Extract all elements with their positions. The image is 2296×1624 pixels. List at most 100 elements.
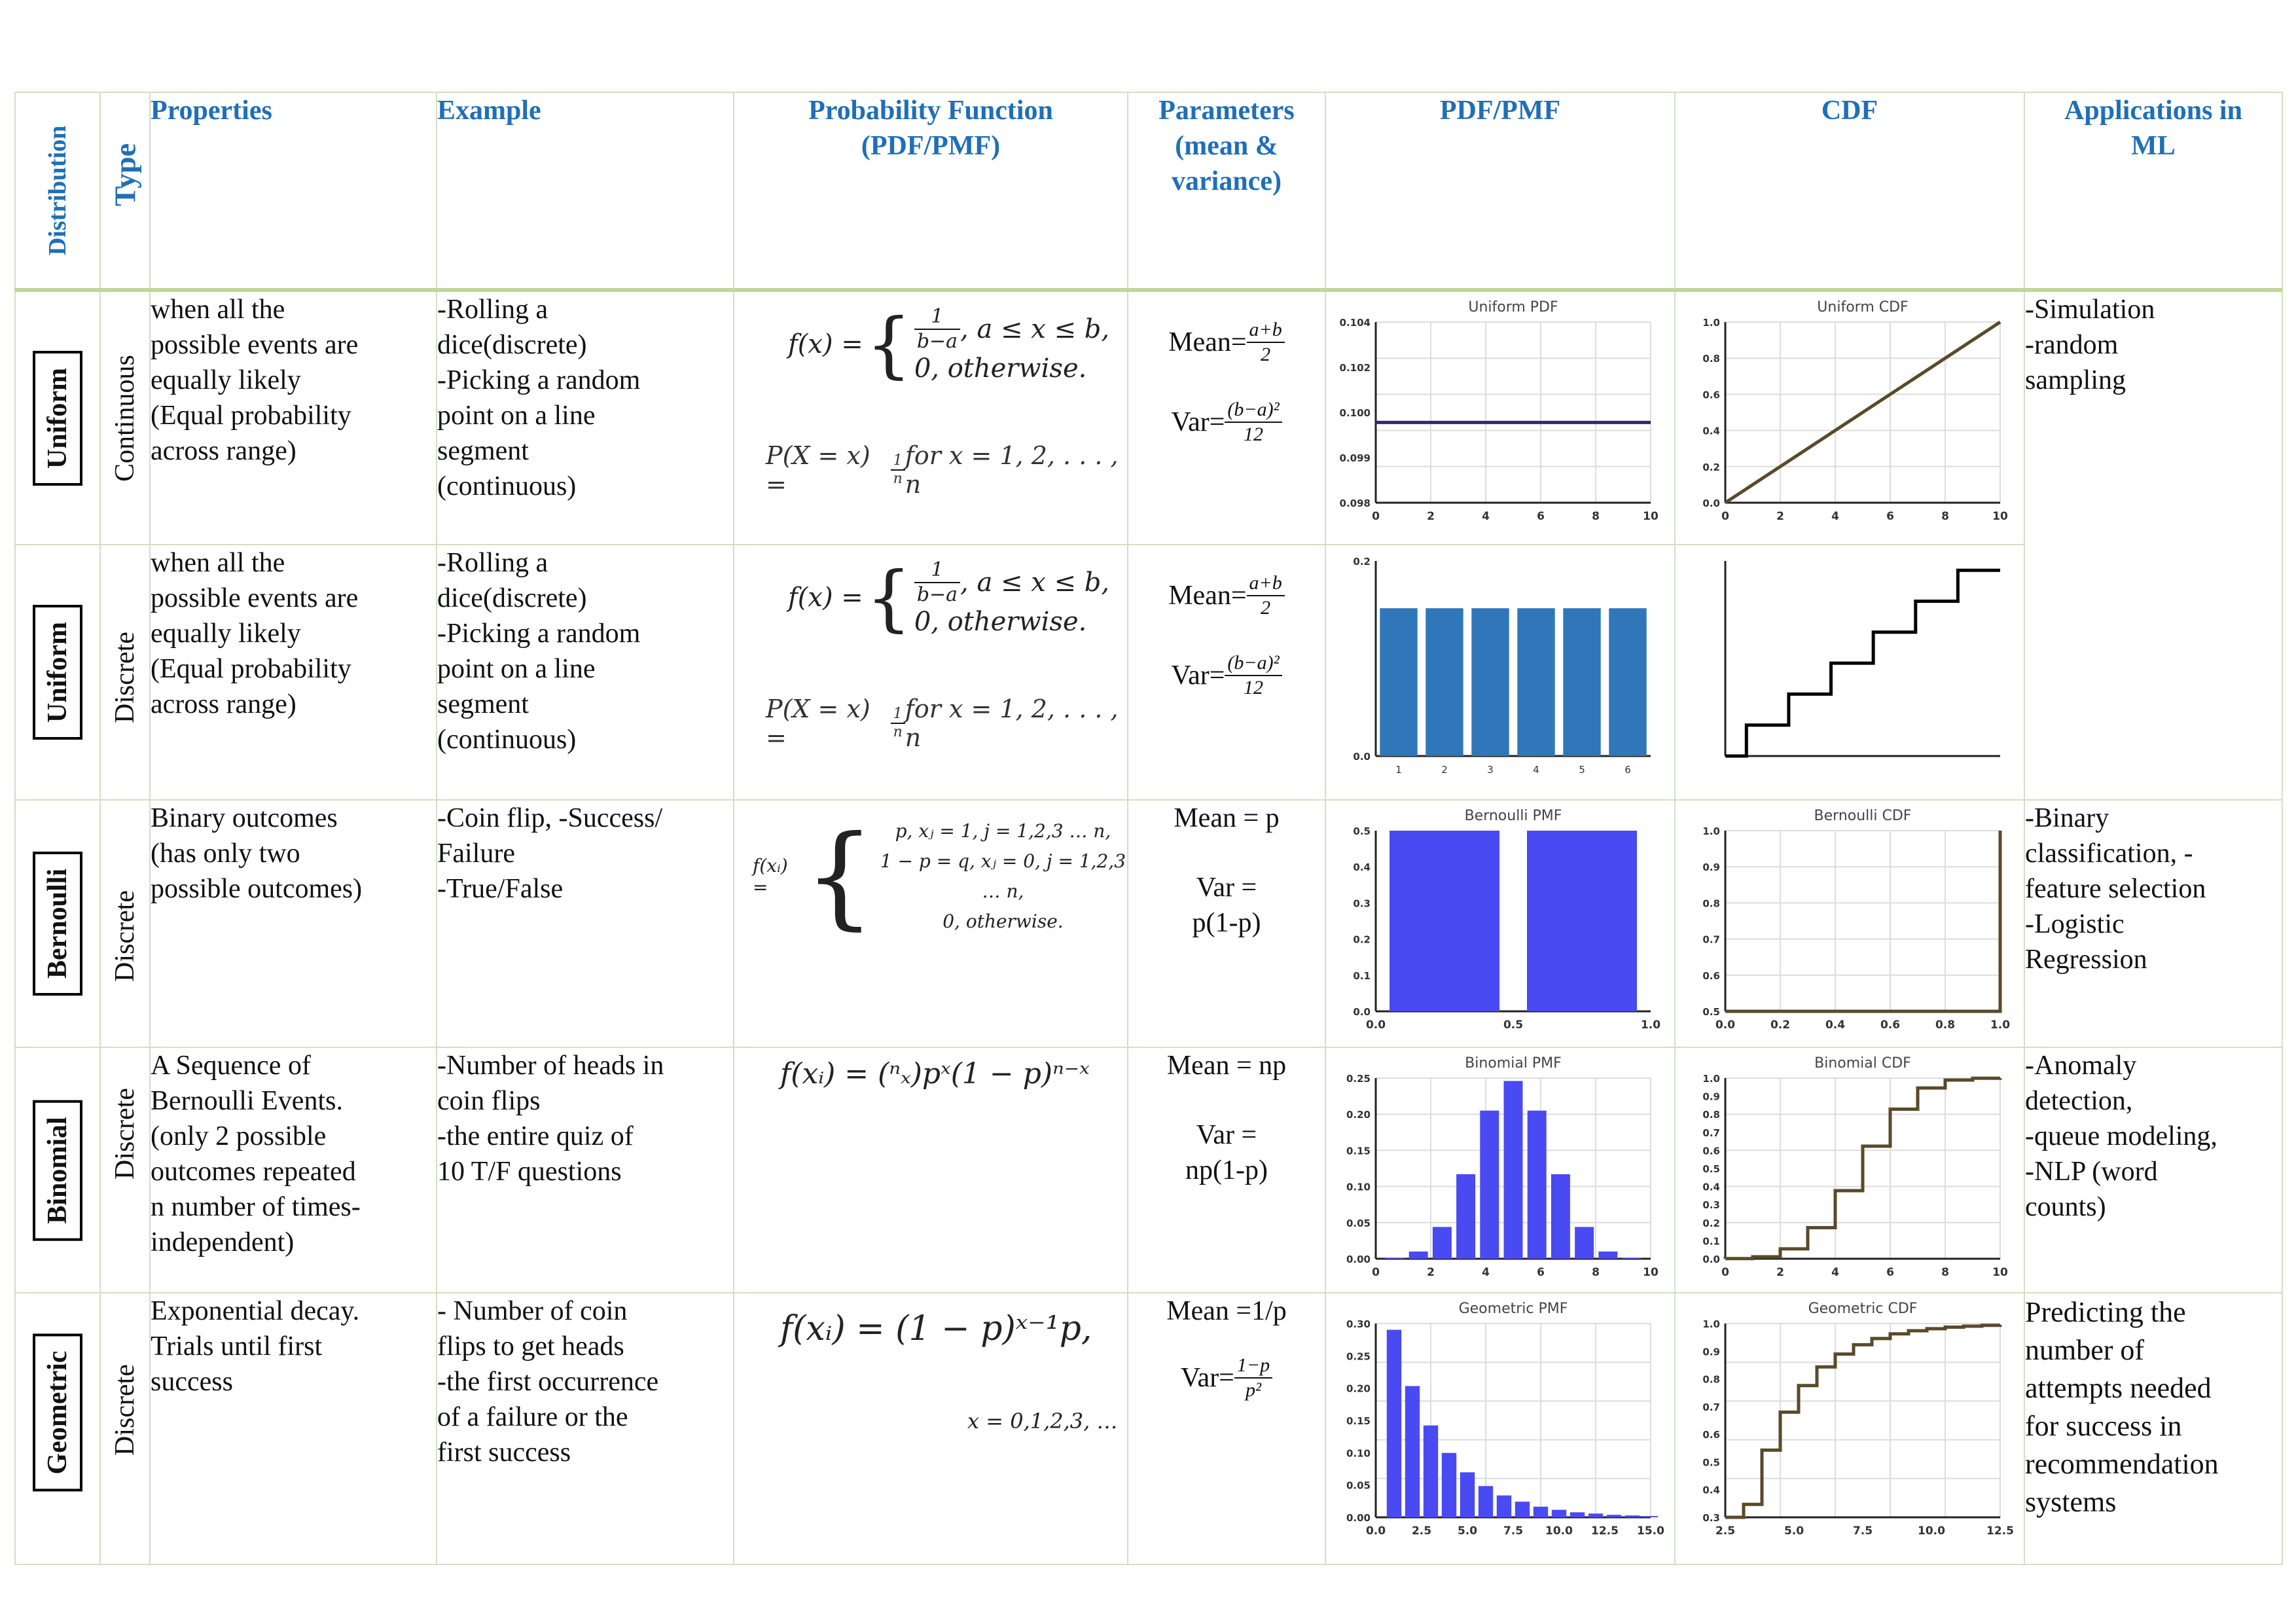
properties-line: when all the	[151, 548, 285, 578]
chart-bar	[1588, 1513, 1604, 1517]
type-label: Discrete	[110, 1087, 140, 1180]
x-tick-label: 4	[1482, 510, 1490, 523]
applications-line: -Anomaly	[2025, 1051, 2137, 1081]
y-tick-label: 0.4	[1702, 1182, 1720, 1193]
example-line: segment	[437, 436, 529, 466]
x-tick-label: 2	[1776, 1266, 1784, 1279]
y-tick-label: 0.7	[1702, 1401, 1720, 1413]
x-tick-label: 8	[1941, 1266, 1949, 1279]
distribution-cell: Bernoulli	[14, 799, 101, 1048]
properties-line: possible outcomes)	[151, 874, 363, 904]
example-line: dice(discrete)	[437, 583, 587, 613]
type-cell: Continuous	[99, 289, 151, 545]
y-tick-label: 0.15	[1346, 1415, 1371, 1427]
example-cell: -Coin flip, -Success/ Failure -True/Fals…	[436, 799, 734, 1048]
example-line: -Number of heads in	[437, 1051, 664, 1081]
formula-condition: , a ≤ x ≤ b,	[960, 314, 1110, 344]
pdf-cell: Binomial PMF 0 2 4 6 8 10 0.00 0.05 0.10 0.15 0.20 0…	[1325, 1047, 1676, 1293]
example-line: point on a line	[437, 401, 596, 431]
discrete-uniform-cdf-chart	[1724, 561, 2000, 758]
header-parameters: Parameters (mean & variance)	[1127, 92, 1326, 292]
pdf-cell: Uniform PDF 0 2 4 6 8 10 0.098 0.099 0.100 0.102 0.…	[1325, 289, 1676, 545]
type-cell: Discrete	[99, 1047, 151, 1293]
x-tick-label: 0	[1372, 510, 1380, 523]
properties-line: when all the	[151, 295, 285, 325]
chart-bar	[1478, 1486, 1494, 1517]
binomial-formula: f(xᵢ) = (ⁿₓ)pˣ(1 − p)ⁿ⁻ˣ	[780, 1057, 1090, 1091]
properties-line: n number of times-	[151, 1192, 361, 1222]
properties-line: equally likely	[151, 365, 301, 395]
applications-cell: -Anomaly detection, -queue modeling, -NL…	[2024, 1047, 2283, 1293]
variance-label: Var =	[1196, 873, 1257, 903]
chart-bar	[1460, 1472, 1475, 1517]
y-tick-label: 1.0	[1702, 1318, 1720, 1330]
chart-bar	[1496, 1495, 1512, 1517]
formula-fraction: 1 b−a	[914, 305, 961, 353]
header-line: (mean &	[1175, 131, 1278, 161]
chart-title: Binomial PMF	[1465, 1055, 1562, 1072]
applications-line: counts)	[2025, 1192, 2106, 1222]
formula-cell: f(xᵢ) = (ⁿₓ)pˣ(1 − p)ⁿ⁻ˣ	[733, 1047, 1128, 1293]
applications-line: sampling	[2025, 365, 2126, 395]
chart-bar	[1606, 1515, 1622, 1517]
header-applications: Applications in ML	[2024, 92, 2283, 292]
chart-step-line	[1725, 568, 2000, 758]
distribution-name: Uniform	[33, 350, 82, 486]
y-tick-label: 0.102	[1340, 362, 1371, 374]
y-tick-label: 0.10	[1346, 1447, 1371, 1459]
chart-bar	[1441, 1453, 1457, 1517]
x-tick-label: 0.0	[1366, 1525, 1386, 1538]
header-line: Probability Function	[808, 96, 1053, 126]
parameters-cell: Mean = p Var = p(1-p)	[1127, 799, 1326, 1048]
discrete-uniform-pmf-chart: 0.0 0.2 1 2 3 4 5 6	[1353, 556, 1651, 776]
x-tick-label: 0.4	[1825, 1019, 1845, 1032]
y-tick-label: 0.5	[1702, 1456, 1720, 1468]
example-line: -Rolling a	[437, 548, 548, 578]
mean-formula: Mean = np	[1166, 1051, 1287, 1081]
table-row: Bernoulli Discrete Binary outcomes (has …	[14, 799, 2283, 1048]
example-line: 10 T/F questions	[437, 1157, 622, 1187]
geometric-domain: x = 0,1,2,3, …	[967, 1409, 1118, 1434]
chart-bar	[1517, 608, 1555, 756]
y-tick-label: 1.0	[1702, 317, 1720, 329]
properties-line: equally likely	[151, 619, 301, 649]
x-tick-label: 6	[1537, 1266, 1545, 1279]
properties-line: (Equal probability	[151, 654, 351, 684]
chart-bar	[1423, 1425, 1439, 1517]
distribution-cell: Geometric	[14, 1292, 101, 1565]
type-label: Continuous	[110, 354, 140, 482]
applications-line: detection,	[2025, 1086, 2133, 1116]
pmf-lhs: P(X = x) =	[766, 695, 870, 752]
x-tick-label: 7.5	[1853, 1525, 1873, 1538]
properties-cell: A Sequence of Bernoulli Events. (only 2 …	[149, 1047, 437, 1293]
y-tick-label: 0.5	[1353, 825, 1371, 837]
example-line: first success	[437, 1437, 571, 1468]
example-line: coin flips	[437, 1086, 541, 1116]
header-line: (PDF/PMF)	[861, 131, 1001, 161]
y-tick-label: 0.104	[1340, 317, 1371, 329]
y-tick-label: 1.0	[1702, 825, 1720, 837]
table-row: Uniform Discrete when all the possible e…	[14, 544, 2282, 801]
chart-bar	[1480, 1110, 1499, 1259]
x-tick-label: 8	[1592, 510, 1600, 523]
variance-formula: Var= 1−p p²	[1128, 1354, 1325, 1402]
formula-cell: f(x) = { 1 b−a, a ≤ x ≤ b, 0, otherwise. …	[733, 289, 1128, 545]
y-tick-label: 0.6	[1702, 970, 1720, 982]
y-tick-label: 0.7	[1702, 934, 1720, 946]
chart-bar	[1570, 1512, 1585, 1517]
x-tick-label: 10	[1992, 1266, 2008, 1279]
y-tick-label: 0.0	[1702, 1254, 1720, 1265]
example-line: -True/False	[437, 874, 564, 904]
x-tick-label: 4	[1482, 1266, 1490, 1279]
header-line: variance)	[1172, 166, 1282, 196]
applications-line: -Logistic	[2025, 909, 2125, 939]
geometric-pmf-chart: Geometric PMF 0.0 2.5 5.0 7.5 10.0 12.5 15.0 0.0…	[1346, 1301, 1664, 1538]
properties-line: outcomes repeated	[151, 1157, 356, 1187]
x-tick-label: 0	[1372, 1266, 1380, 1279]
y-tick-label: 0.2	[1702, 461, 1720, 473]
chart-bar	[1563, 608, 1601, 756]
x-tick-label: 4	[1831, 510, 1839, 523]
header-row: Distribution Type Properties Example Pro…	[14, 92, 2283, 292]
